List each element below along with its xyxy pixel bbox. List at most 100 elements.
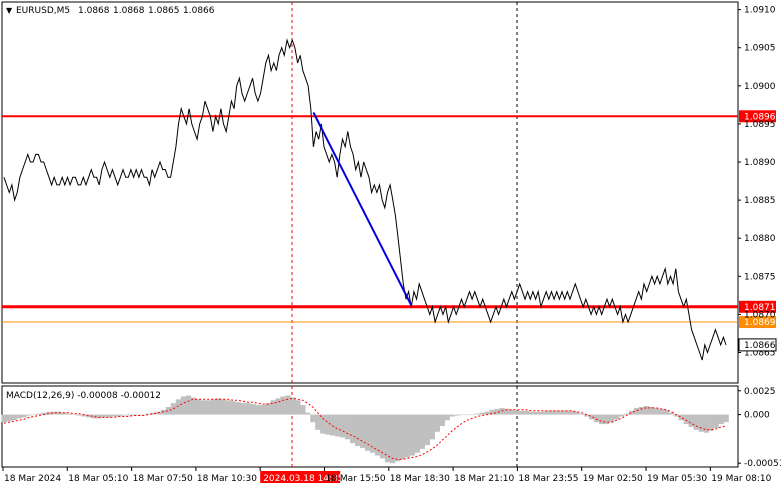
time-tick-label: 19 Mar 02:50 — [583, 474, 643, 484]
macd-histogram-bar — [295, 400, 301, 415]
macd-histogram-bar — [409, 414, 416, 456]
macd-histogram-bar — [479, 412, 485, 415]
macd-histogram-bar — [414, 414, 421, 453]
macd-histogram-bar — [270, 400, 276, 415]
macd-histogram-bar — [663, 409, 670, 415]
macd-tick-label: 0.0025 — [744, 387, 776, 397]
price-tick-label: 1.0890 — [744, 158, 776, 168]
macd-histogram-bar — [718, 414, 724, 425]
macd-histogram-bar — [574, 411, 580, 415]
macd-histogram-bar — [250, 404, 256, 415]
macd-histogram-bar — [384, 414, 391, 463]
macd-layer — [1, 395, 729, 464]
macd-histogram-bar — [111, 414, 117, 417]
time-tick-label: 18 Mar 05:10 — [68, 474, 128, 484]
chart-header-high: 1.0868 — [113, 6, 145, 16]
macd-histogram-bar — [449, 414, 455, 417]
macd-histogram-bar — [41, 412, 47, 415]
macd-histogram-bar — [638, 406, 645, 415]
main-panel-frame — [1, 1, 739, 384]
price-tick-label: 1.0880 — [744, 234, 776, 244]
macd-histogram-bar — [474, 413, 480, 415]
macd-histogram-bar — [504, 408, 510, 415]
macd-histogram-bar — [280, 396, 286, 415]
macd-histogram-bar — [559, 410, 565, 415]
macd-histogram-bar — [539, 411, 545, 415]
macd-histogram-bar — [529, 411, 535, 415]
price-layer — [3, 38, 727, 361]
trend-layer — [312, 112, 413, 306]
macd-histogram-bar — [125, 414, 132, 416]
macd-histogram-bar — [608, 414, 615, 423]
macd-histogram-bar — [165, 406, 172, 415]
macd-histogram-bar — [643, 406, 650, 415]
macd-histogram-bar — [315, 414, 321, 430]
macd-histogram-bar — [150, 412, 157, 415]
macd-histogram-bar — [51, 411, 57, 415]
price-tick-label: 1.0905 — [744, 44, 776, 54]
macd-histogram-bar — [464, 414, 470, 416]
macd-histogram-bar — [708, 414, 714, 431]
chart-header-close: 1.0866 — [183, 6, 215, 16]
macd-histogram-bar — [200, 400, 206, 415]
price-level-label: 1.0871 — [744, 303, 776, 313]
macd-histogram-bar — [599, 414, 605, 425]
macd-histogram-bar — [459, 414, 465, 416]
macd-histogram-bar — [255, 405, 261, 415]
time-tick-label: 18 Mar 18:30 — [390, 474, 450, 484]
macd-histogram-bar — [688, 414, 694, 427]
macd-histogram-bar — [81, 414, 87, 417]
price-tick-label: 1.0875 — [744, 272, 776, 282]
macd-histogram-bar — [140, 414, 147, 416]
macd-histogram-bar — [524, 410, 530, 415]
macd-histogram-bar — [374, 414, 381, 456]
macd-histogram-bar — [434, 414, 440, 432]
chart-header-open: 1.0868 — [78, 6, 110, 16]
macd-histogram-bar — [594, 414, 600, 423]
price-tick-label: 1.0895 — [744, 120, 776, 130]
macd-histogram-bar — [240, 403, 246, 415]
current-price-label: 1.0866 — [744, 341, 776, 351]
macd-histogram-bar — [399, 414, 406, 460]
macd-histogram-bar — [693, 414, 699, 430]
time-tick-label: 18 Mar 21:10 — [454, 474, 514, 484]
macd-histogram-bar — [195, 399, 201, 415]
macd-histogram-bar — [589, 414, 595, 420]
time-tick-label: 19 Mar 08:10 — [711, 474, 771, 484]
macd-histogram-bar — [300, 405, 306, 415]
chart-header-symbol: EURUSD,M5 — [16, 6, 70, 16]
macd-histogram-bar — [6, 414, 12, 422]
macd-histogram-bar — [235, 402, 241, 415]
macd-histogram-bar — [698, 414, 704, 432]
price-tick-label: 1.0870 — [744, 310, 776, 320]
macd-histogram-bar — [185, 395, 192, 415]
macd-histogram-bar — [703, 414, 709, 433]
macd-histogram-bar — [623, 413, 630, 415]
price-tick-label: 1.0910 — [744, 6, 776, 16]
macd-histogram-bar — [628, 410, 635, 415]
macd-histogram-bar — [31, 414, 37, 416]
price-level-tag — [739, 110, 776, 123]
macd-histogram-bar — [320, 414, 326, 434]
macd-histogram-bar — [673, 414, 679, 417]
macd-histogram-bar — [86, 414, 92, 418]
price-series-line — [3, 38, 727, 361]
price-level-tag — [739, 316, 776, 329]
macd-histogram-bar — [509, 409, 515, 415]
price-tick-label: 1.0865 — [744, 349, 776, 359]
macd-histogram-bar — [484, 411, 490, 415]
macd-histogram-bar — [584, 414, 590, 417]
macd-histogram-bar — [653, 407, 660, 415]
macd-histogram-bar — [618, 414, 625, 417]
macd-histogram-bar — [175, 399, 182, 415]
time-tick-label: 2024.03.18 14:35 — [263, 474, 343, 484]
macd-histogram-bar — [121, 414, 127, 416]
macd-histogram-bar — [569, 410, 575, 415]
macd-histogram-bar — [489, 409, 495, 415]
macd-histogram-bar — [340, 414, 346, 438]
time-tick-label: 18 Mar 15:50 — [326, 474, 386, 484]
macd-histogram-bar — [404, 414, 411, 458]
macd-histogram-bar — [305, 412, 311, 415]
